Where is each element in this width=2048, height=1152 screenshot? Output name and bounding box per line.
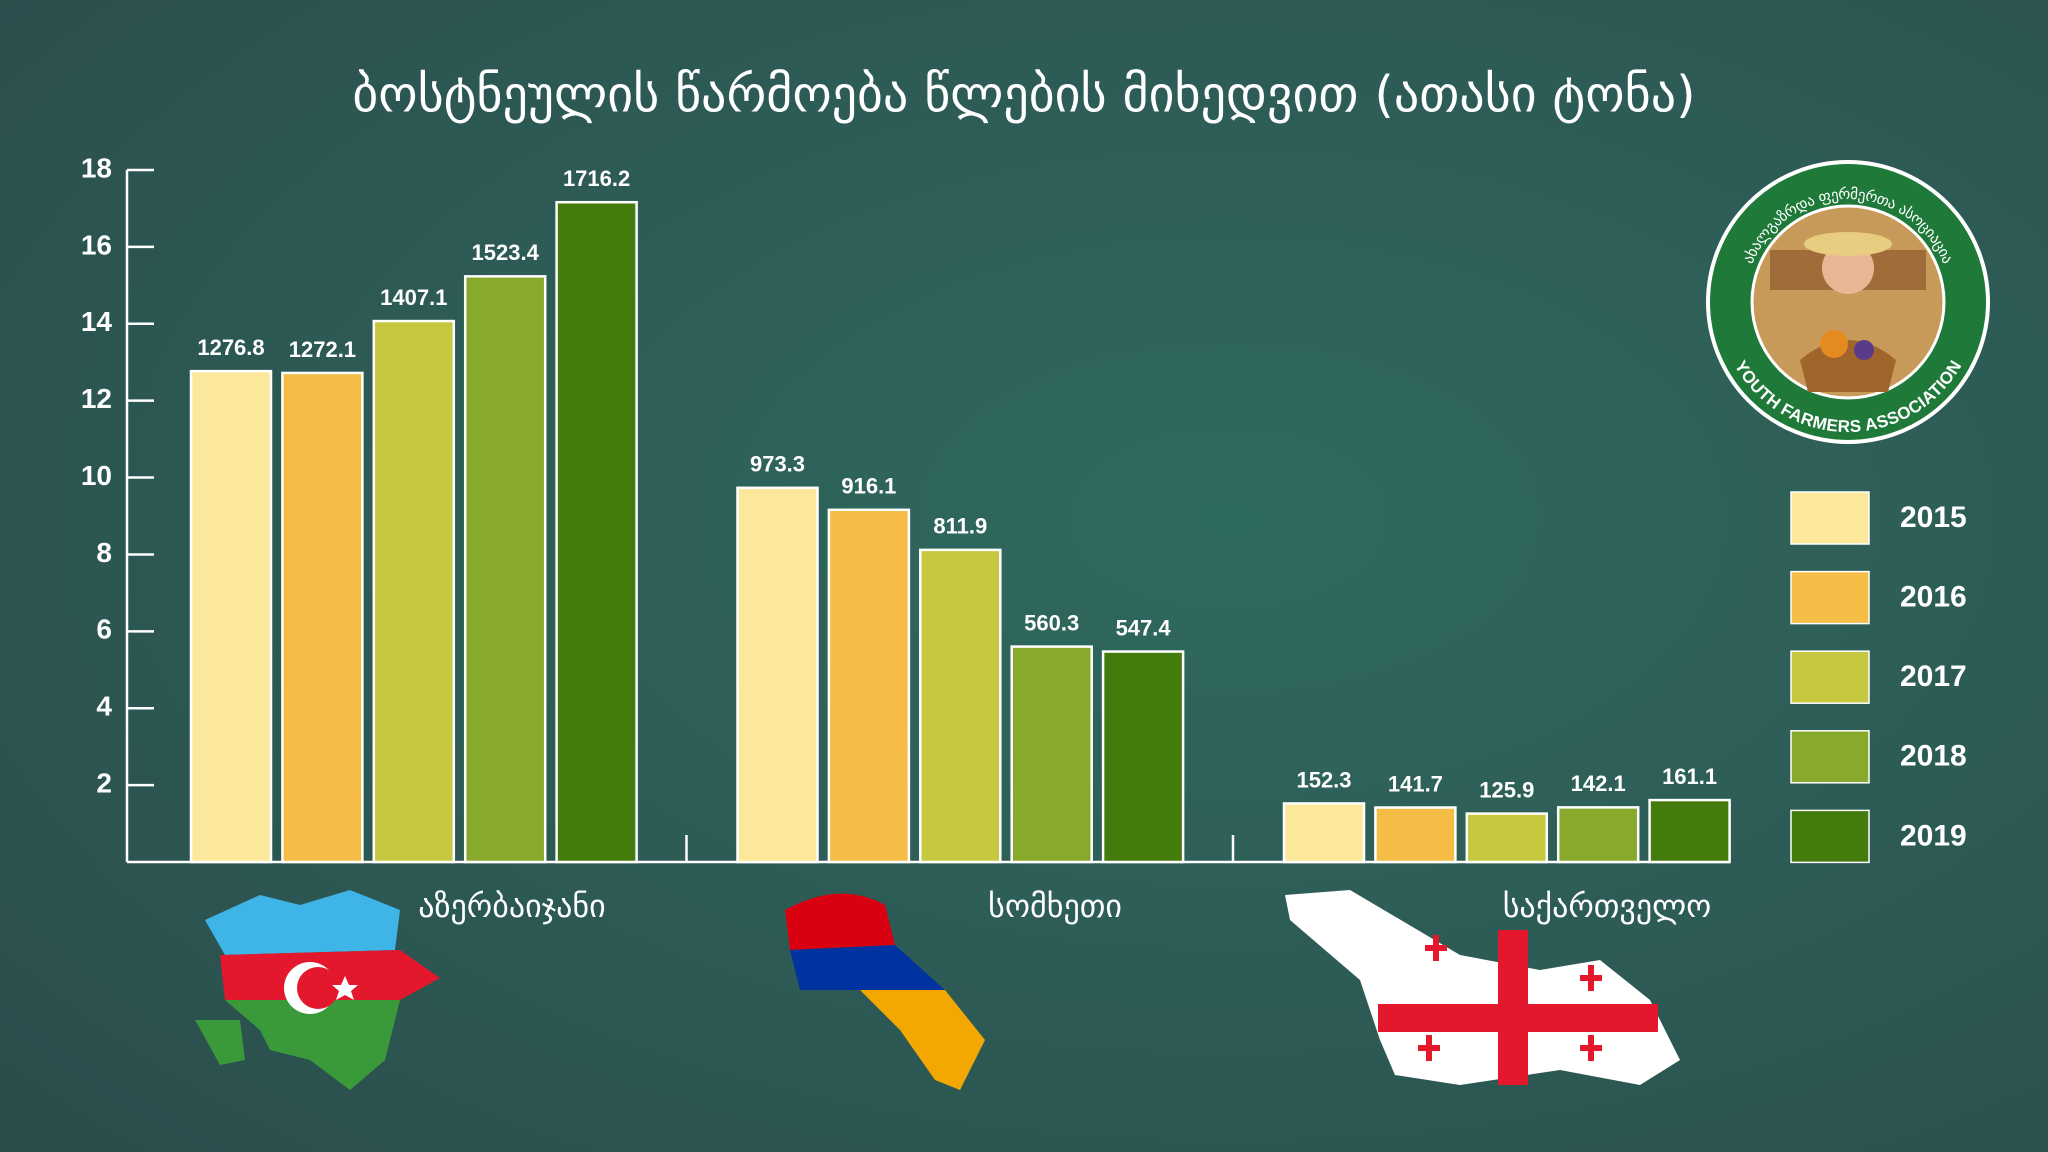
value-label: 142.1 (1571, 771, 1626, 796)
bar (827, 508, 911, 864)
value-label: 1523.4 (472, 240, 540, 265)
legend-swatch (1790, 570, 1870, 625)
bar (555, 200, 638, 864)
bar (1010, 645, 1093, 864)
bar (736, 486, 819, 864)
bar (463, 275, 547, 864)
value-label: 916.1 (841, 474, 896, 499)
legend-swatch (1790, 809, 1870, 864)
value-label: 560.3 (1024, 610, 1079, 635)
value-label: 141.7 (1388, 771, 1443, 796)
y-tick-label: 10 (81, 460, 112, 491)
bar (1101, 650, 1185, 864)
value-label: 1407.1 (380, 285, 447, 310)
bar (372, 319, 456, 864)
legend-label: 2015 (1900, 501, 1967, 534)
bar (281, 371, 364, 864)
bar (1465, 812, 1549, 864)
y-tick-label: 8 (96, 537, 112, 568)
y-tick-label: 2 (96, 768, 112, 799)
logo: ახალგაზრდა ფერმერთა ასოციაცია YOUTH FARM… (1706, 160, 1990, 444)
y-tick-label: 6 (96, 614, 112, 645)
chart-title: ბოსტნეულის წარმოება წლების მიხედვით (ათა… (352, 66, 1695, 124)
legend-label: 2016 (1900, 581, 1967, 614)
x-tick-label: საქართველო (1503, 887, 1712, 925)
value-label: 152.3 (1296, 767, 1351, 792)
azerbaijan-map (195, 890, 440, 1090)
armenia-map (785, 893, 985, 1090)
legend-label: 2017 (1900, 660, 1967, 693)
bar (1374, 806, 1457, 864)
value-label: 1276.8 (197, 335, 264, 360)
bar (919, 548, 1002, 864)
y-tick-label: 14 (81, 306, 113, 337)
value-label: 161.1 (1662, 764, 1717, 789)
legend-swatch (1790, 730, 1870, 784)
y-tick-label: 18 (81, 152, 112, 183)
value-label: 811.9 (933, 514, 987, 539)
legend-swatch (1790, 650, 1870, 704)
y-tick-label: 16 (81, 229, 112, 260)
x-tick-label: აზერბაიჯანი (418, 887, 605, 925)
bar (1556, 806, 1640, 864)
georgia-map (1285, 890, 1680, 1085)
bar (189, 369, 273, 864)
legend-label: 2018 (1900, 740, 1967, 773)
legend-swatch (1790, 491, 1870, 545)
value-label: 1716.2 (563, 166, 630, 191)
y-tick-label: 4 (96, 691, 112, 722)
value-label: 973.3 (750, 452, 805, 477)
legend-label: 2019 (1900, 819, 1967, 852)
value-label: 1272.1 (289, 337, 356, 362)
y-tick-label: 12 (81, 383, 112, 414)
x-tick-label: სომხეთი (988, 887, 1122, 925)
bar (1282, 802, 1366, 864)
bar (1648, 798, 1731, 864)
value-label: 547.4 (1116, 615, 1172, 640)
value-label: 125.9 (1479, 777, 1534, 802)
